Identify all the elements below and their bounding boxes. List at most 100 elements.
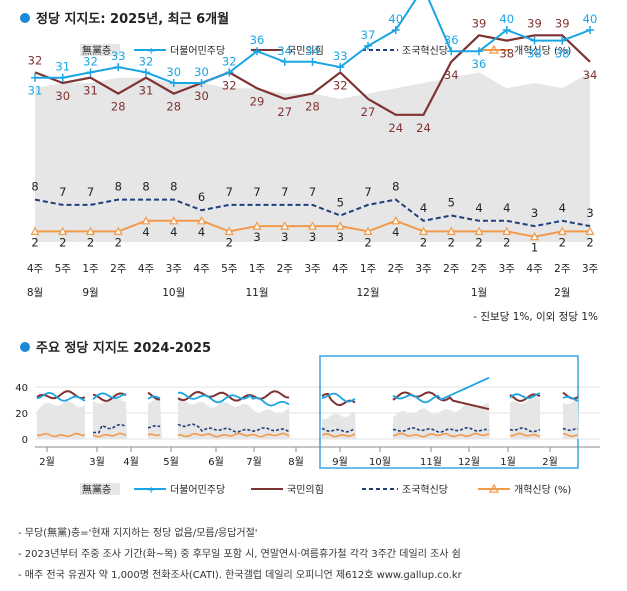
data-label-dem: 33	[111, 49, 126, 63]
x-tick-month: 9월	[82, 287, 98, 299]
data-label-reform: 2	[87, 235, 94, 249]
series-line-rebuild	[34, 198, 591, 228]
independents-area-segment	[148, 398, 162, 439]
data-label-rebuild: 7	[253, 185, 260, 199]
data-label-rebuild: 7	[364, 185, 371, 199]
x-tick-week: 2주	[471, 263, 488, 275]
series-line-rebuild	[321, 427, 356, 433]
data-label-rebuild: 6	[198, 190, 205, 204]
data-label-ppp: 28	[305, 100, 320, 114]
point-dem	[280, 57, 289, 66]
point-dem	[502, 26, 511, 34]
point-dem	[475, 47, 483, 56]
series-line-ppp	[392, 391, 490, 411]
point-dem	[364, 41, 372, 50]
point-reform	[169, 216, 179, 225]
series-line-dem	[562, 395, 579, 402]
bottom-legend: 無黨층 + 더불어민주당 국민의힘 조국혁신당 개혁신당 (%)	[80, 483, 571, 496]
x-tick-week: 2주	[277, 263, 294, 275]
series-line-ppp	[34, 34, 591, 116]
data-label-ppp: 24	[388, 121, 403, 135]
point-reform	[252, 221, 262, 230]
x-tick-week: 1주	[249, 263, 266, 275]
data-label-dem: 34	[277, 44, 292, 58]
x-tick-label: 1월	[500, 456, 516, 468]
data-label-reform: 3	[253, 230, 260, 244]
legend-label-reform: 개혁신당 (%)	[514, 484, 571, 496]
data-label-reform: 3	[281, 230, 288, 244]
data-label-dem: 36	[250, 33, 265, 47]
legend-label-reform: 개혁신당 (%)	[514, 45, 571, 57]
data-label-reform: 4	[142, 225, 149, 239]
series-line-reform	[392, 432, 490, 438]
series-line-reform	[147, 433, 161, 437]
series-line-ppp	[147, 391, 161, 401]
point-reform	[446, 226, 456, 235]
data-label-reform: 2	[364, 235, 371, 249]
series-line-rebuild	[562, 427, 579, 432]
x-tick-label: 9월	[332, 456, 348, 468]
data-label-dem: 30	[194, 65, 209, 79]
legend-label-ind: 無黨층	[82, 44, 111, 57]
series-line-reform	[562, 432, 579, 438]
data-label-rebuild: 7	[309, 185, 316, 199]
x-tick-week: 4주	[193, 263, 210, 275]
x-tick-week: 1주	[82, 263, 99, 275]
point-dem	[586, 26, 594, 34]
data-label-ppp: 30	[55, 89, 70, 103]
point-reform	[363, 226, 373, 235]
point-dem	[391, 26, 400, 34]
data-label-rebuild: 8	[392, 180, 399, 194]
legend-label-rebuild: 조국혁신당	[402, 45, 448, 57]
data-label-dem: 38	[555, 47, 570, 61]
data-label-reform: 2	[586, 235, 593, 249]
x-tick-month: 11월	[245, 287, 268, 299]
x-tick-week: 1주	[360, 263, 377, 275]
data-label-reform: 4	[392, 225, 399, 239]
point-reform	[224, 226, 234, 235]
x-tick-label: 3월	[89, 456, 105, 468]
legend-label-dem: 더불어민주당	[170, 484, 225, 496]
footnote-1: - 무당(無黨)층='현재 지지하는 정당 없음/모름/응답거절'	[18, 528, 258, 539]
data-label-dem: 32	[222, 54, 237, 68]
data-label-rebuild: 7	[281, 185, 288, 199]
x-tick-label: 10월	[369, 456, 391, 468]
x-tick-label: 11월	[420, 456, 442, 468]
data-label-dem: 38	[527, 47, 542, 61]
point-reform	[502, 226, 512, 235]
point-reform	[141, 216, 151, 225]
x-tick-label: 5월	[163, 456, 179, 468]
data-label-rebuild: 8	[115, 180, 122, 194]
data-label-ppp: 24	[416, 121, 431, 135]
data-label-dem: 36	[472, 57, 487, 71]
legend-marker-reform	[488, 44, 500, 54]
x-tick-week: 4주	[332, 263, 349, 275]
data-label-dem: 30	[166, 65, 181, 79]
x-tick-month: 12월	[356, 287, 379, 299]
point-reform	[58, 226, 68, 235]
x-tick-week: 5주	[221, 263, 238, 275]
legend-label-ind: 無黨층	[82, 483, 111, 496]
series-line-dem	[147, 395, 161, 400]
data-label-rebuild: 7	[226, 185, 233, 199]
series-line-dem	[392, 376, 490, 404]
x-tick-week: 4주	[27, 263, 44, 275]
series-line-reform	[177, 432, 290, 438]
point-reform	[585, 226, 595, 235]
data-label-ppp: 30	[194, 89, 209, 103]
independents-area-segment	[510, 396, 540, 439]
x-tick-label: 2월	[542, 456, 558, 468]
point-dem	[169, 79, 178, 87]
x-tick-week: 2주	[388, 263, 405, 275]
data-label-rebuild: 4	[420, 201, 427, 215]
point-dem	[447, 47, 456, 56]
top-chart-plot: 3131323332303032363434333740483636403838…	[27, 0, 599, 299]
point-dem	[253, 47, 261, 56]
point-dem	[31, 73, 39, 82]
footnotes: - 무당(無黨)층='현재 지지하는 정당 없음/모름/응답거절' - 2023…	[18, 523, 462, 586]
legend-swatch-ind	[80, 44, 120, 56]
y-tick-label: 40	[15, 383, 28, 394]
x-tick-week: 2주	[554, 263, 571, 275]
x-tick-label: 2월	[39, 456, 55, 468]
